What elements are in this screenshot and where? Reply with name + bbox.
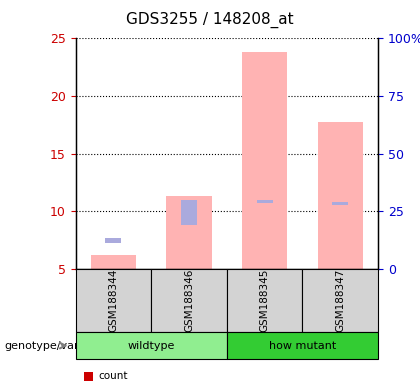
Bar [227, 332, 378, 359]
Text: genotype/variation: genotype/variation [4, 341, 110, 351]
Text: GDS3255 / 148208_at: GDS3255 / 148208_at [126, 12, 294, 28]
Text: GSM188344: GSM188344 [108, 269, 118, 332]
Bar [257, 200, 273, 203]
Text: GSM188345: GSM188345 [260, 269, 270, 332]
Bar [227, 269, 302, 332]
Bar [302, 269, 378, 332]
Bar [151, 269, 227, 332]
Bar [84, 372, 93, 381]
Bar [76, 269, 151, 332]
Bar [105, 238, 121, 243]
Text: how mutant: how mutant [269, 341, 336, 351]
Text: wildtype: wildtype [128, 341, 175, 351]
Text: GSM188346: GSM188346 [184, 269, 194, 332]
Text: count: count [99, 371, 128, 381]
Bar [318, 122, 363, 269]
Bar [166, 196, 212, 269]
Text: GSM188347: GSM188347 [335, 269, 345, 332]
Bar [242, 52, 287, 269]
Bar [332, 202, 348, 205]
Bar [76, 332, 227, 359]
Bar [91, 255, 136, 269]
Bar [181, 200, 197, 225]
